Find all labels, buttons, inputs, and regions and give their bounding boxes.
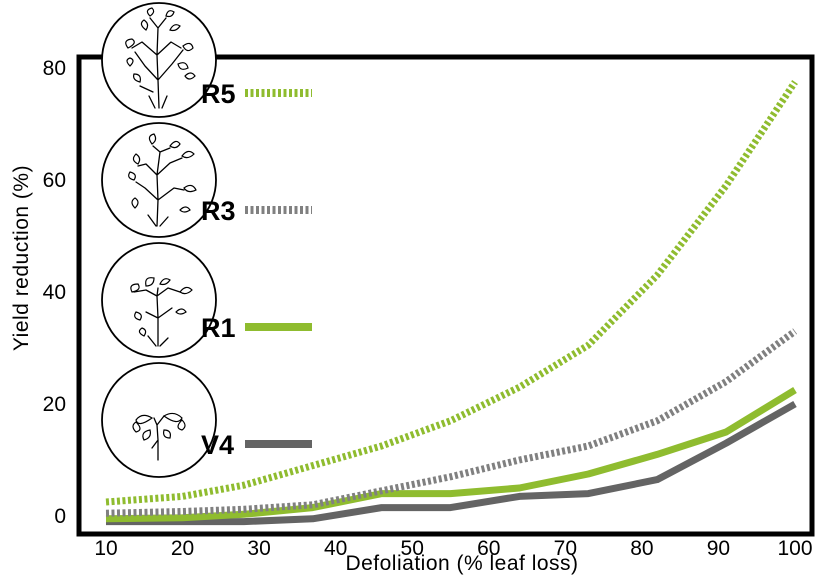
x-tick-label: 60: [477, 537, 500, 560]
r3-plant-icon: [101, 122, 217, 238]
y-tick-label: 60: [43, 169, 66, 192]
series-line-r5: [105, 80, 798, 506]
y-tick-label: 80: [43, 57, 66, 80]
y-tick-label: 20: [43, 393, 66, 416]
x-tick-label: 50: [401, 537, 424, 560]
y-tick-label: 0: [54, 505, 66, 528]
legend-label-r1: R1: [201, 313, 236, 343]
v4-plant-icon: [101, 362, 217, 478]
x-tick-label: 20: [171, 537, 194, 560]
series-line-r1: [105, 387, 797, 523]
series-line-v4: [106, 400, 797, 526]
tick-labels: 10 20 30 40 50 60 70 80 90 100 0 20 40 60 80: [43, 57, 813, 560]
x-tick-label: 10: [94, 537, 117, 560]
x-axis-title: Defoliation (% leaf loss): [345, 552, 578, 575]
r5-plant-icon: [101, 2, 217, 118]
y-axis-title: Yield reduction (%): [10, 165, 33, 351]
y-tick-label: 40: [43, 281, 66, 304]
x-tick-label: 100: [777, 537, 812, 560]
legend-label-v4: V4: [201, 430, 234, 460]
data-series: [105, 80, 798, 526]
legend: R5 R3 R1 V4: [201, 79, 312, 460]
x-tick-label: 30: [247, 537, 270, 560]
legend-label-r3: R3: [201, 196, 236, 226]
x-tick-label: 90: [707, 537, 730, 560]
x-tick-label: 70: [554, 537, 577, 560]
x-tick-label: 80: [630, 537, 653, 560]
series-line-r3: [105, 328, 798, 517]
x-tick-label: 40: [324, 537, 347, 560]
legend-label-r5: R5: [201, 79, 236, 109]
plant-illustrations: [101, 2, 217, 478]
r1-plant-icon: [101, 242, 217, 358]
